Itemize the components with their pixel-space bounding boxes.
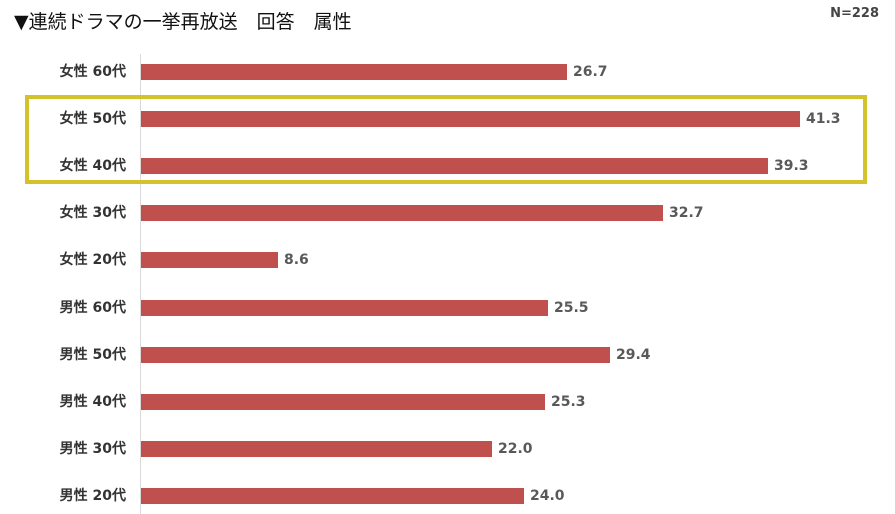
data-label: 8.6 xyxy=(284,252,309,269)
bar xyxy=(141,252,278,269)
bar xyxy=(141,393,545,410)
data-label: 32.7 xyxy=(669,205,704,222)
category-label: 女性 50代 xyxy=(59,111,126,128)
bar xyxy=(141,299,548,316)
category-label: 男性 40代 xyxy=(59,393,126,410)
category-label: 女性 20代 xyxy=(59,252,126,269)
category-label: 男性 30代 xyxy=(59,440,126,457)
data-label: 22.0 xyxy=(498,440,533,457)
category-label: 男性 50代 xyxy=(59,346,126,363)
category-label: 女性 60代 xyxy=(59,64,126,80)
bar xyxy=(141,205,663,222)
data-label: 26.7 xyxy=(573,64,608,80)
data-label: 24.0 xyxy=(530,487,565,504)
data-label: 25.3 xyxy=(551,393,586,410)
category-label: 男性 20代 xyxy=(59,487,126,504)
data-label: 39.3 xyxy=(774,158,809,175)
category-label: 女性 30代 xyxy=(59,205,126,222)
bar xyxy=(141,64,567,80)
bar xyxy=(141,158,768,175)
data-label: 25.5 xyxy=(554,299,589,316)
data-label: 41.3 xyxy=(806,111,841,128)
bar xyxy=(141,346,610,363)
chart-title: ▼連続ドラマの一挙再放送 回答 属性 xyxy=(14,11,352,33)
highlight-box xyxy=(25,95,867,184)
category-axis-line xyxy=(140,54,141,514)
category-label: 女性 40代 xyxy=(59,158,126,175)
bar xyxy=(141,440,492,457)
sample-size-label: N=228 xyxy=(830,6,879,21)
category-label: 男性 60代 xyxy=(59,299,126,316)
bar xyxy=(141,487,524,504)
bar xyxy=(141,111,800,128)
data-label: 29.4 xyxy=(616,346,651,363)
